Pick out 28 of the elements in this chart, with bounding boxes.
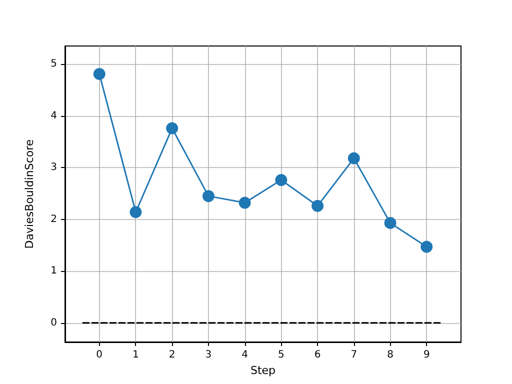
y-tick-label: 3 — [50, 162, 57, 174]
x-tick-label: 9 — [423, 350, 430, 360]
point — [166, 122, 178, 134]
point — [202, 190, 214, 202]
point — [420, 240, 433, 253]
point — [275, 174, 288, 186]
point — [312, 200, 324, 212]
x-axis-title: Step — [250, 364, 276, 377]
point — [238, 196, 251, 209]
x-tick-label: 1 — [132, 350, 139, 360]
x-tick-label: 8 — [387, 350, 394, 360]
point — [348, 152, 360, 164]
y-tick-label: 4 — [50, 110, 57, 122]
x-tick-label: 6 — [314, 350, 321, 360]
y-tick-label: 0 — [50, 317, 57, 328]
point — [130, 206, 142, 218]
y-tick-label: 5 — [50, 58, 57, 70]
point — [93, 68, 106, 80]
y-tick-label: 2 — [50, 214, 57, 225]
x-tick-label: 0 — [96, 350, 103, 360]
x-tick-label: 7 — [350, 350, 358, 360]
point — [384, 216, 396, 229]
x-tick-label: 5 — [278, 350, 284, 360]
x-tick-label: 3 — [205, 350, 212, 360]
y-axis-title: DaviesBouldinScore — [23, 139, 36, 249]
x-tick-label: 2 — [168, 350, 176, 360]
x-tick-label: 4 — [242, 350, 248, 360]
y-tick-label: 1 — [50, 266, 57, 277]
